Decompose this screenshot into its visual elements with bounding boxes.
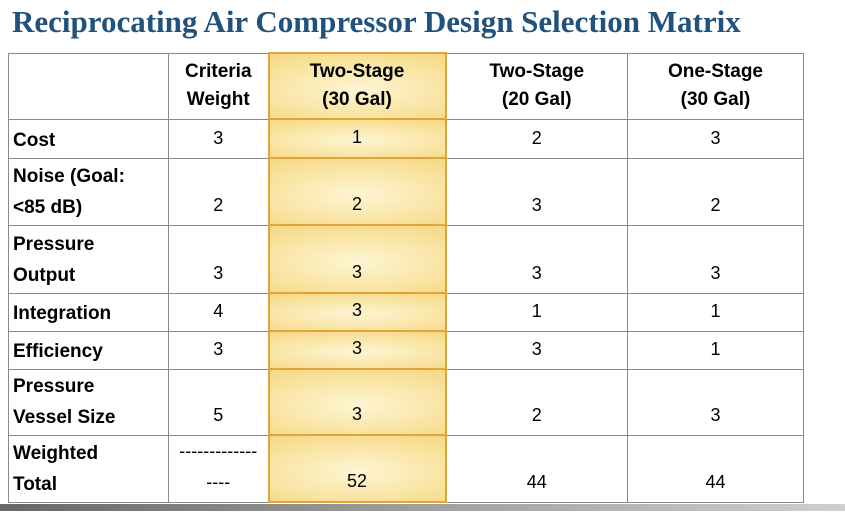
header-cell-blank [8, 52, 169, 120]
table-row-pressure-vessel-size: Pressure Vessel Size 5 3 2 3 [8, 368, 804, 436]
cell-efficiency-one-stage-30gal: 1 [627, 330, 804, 370]
cell-weighted-total-one-stage-30gal: 44 [627, 434, 804, 503]
slide-bottom-edge-bar [0, 504, 845, 511]
row-label-pressure-output: Pressure Output [8, 224, 169, 294]
row-label-cost: Cost [8, 118, 169, 159]
header-row: Criteria Weight Two-Stage (30 Gal) Two-S… [8, 52, 804, 120]
cell-noise-weight: 2 [168, 157, 269, 226]
cell-cost-weight: 3 [168, 118, 269, 159]
table-row-integration: Integration 4 3 1 1 [8, 292, 804, 332]
row-label-integration: Integration [8, 292, 169, 332]
cell-integration-two-stage-30gal: 3 [267, 292, 447, 332]
cell-noise-one-stage-30gal: 2 [627, 157, 804, 226]
table-row-noise: Noise (Goal: <85 dB) 2 2 3 2 [8, 157, 804, 226]
cell-weighted-total-two-stage-30gal: 52 [267, 434, 447, 503]
cell-integration-two-stage-20gal: 1 [445, 292, 628, 332]
table-row-efficiency: Efficiency 3 3 3 1 [8, 330, 804, 370]
cell-pressure-vessel-size-one-stage-30gal: 3 [627, 368, 804, 436]
header-cell-two-stage-30gal: Two-Stage (30 Gal) [267, 52, 447, 120]
header-cell-one-stage-30gal: One-Stage (30 Gal) [627, 52, 804, 120]
table-row-pressure-output: Pressure Output 3 3 3 3 [8, 224, 804, 294]
cell-pressure-vessel-size-two-stage-20gal: 2 [445, 368, 628, 436]
selection-matrix-table: Criteria Weight Two-Stage (30 Gal) Two-S… [8, 52, 804, 503]
cell-pressure-output-weight: 3 [168, 224, 269, 294]
cell-pressure-output-two-stage-20gal: 3 [445, 224, 628, 294]
row-label-efficiency: Efficiency [8, 330, 169, 370]
cell-cost-one-stage-30gal: 3 [627, 118, 804, 159]
cell-integration-one-stage-30gal: 1 [627, 292, 804, 332]
row-label-noise: Noise (Goal: <85 dB) [8, 157, 169, 226]
cell-pressure-vessel-size-weight: 5 [168, 368, 269, 436]
table-row-cost: Cost 3 1 2 3 [8, 118, 804, 159]
cell-efficiency-weight: 3 [168, 330, 269, 370]
cell-pressure-output-one-stage-30gal: 3 [627, 224, 804, 294]
row-label-pressure-vessel-size: Pressure Vessel Size [8, 368, 169, 436]
cell-weighted-total-weight-dashes: ------------- ---- [168, 434, 269, 503]
cell-efficiency-two-stage-30gal: 3 [267, 330, 447, 370]
cell-cost-two-stage-30gal: 1 [267, 118, 447, 159]
cell-cost-two-stage-20gal: 2 [445, 118, 628, 159]
cell-pressure-output-two-stage-30gal: 3 [267, 224, 447, 294]
header-cell-two-stage-20gal: Two-Stage (20 Gal) [445, 52, 628, 120]
cell-noise-two-stage-30gal: 2 [267, 157, 447, 226]
header-cell-criteria-weight: Criteria Weight [168, 52, 269, 120]
row-label-weighted-total: Weighted Total [8, 434, 169, 503]
cell-integration-weight: 4 [168, 292, 269, 332]
table-row-weighted-total: Weighted Total ------------- ---- 52 44 … [8, 434, 804, 503]
cell-efficiency-two-stage-20gal: 3 [445, 330, 628, 370]
slide-title: Reciprocating Air Compressor Design Sele… [12, 4, 741, 39]
cell-weighted-total-two-stage-20gal: 44 [445, 434, 628, 503]
cell-noise-two-stage-20gal: 3 [445, 157, 628, 226]
cell-pressure-vessel-size-two-stage-30gal: 3 [267, 368, 447, 436]
